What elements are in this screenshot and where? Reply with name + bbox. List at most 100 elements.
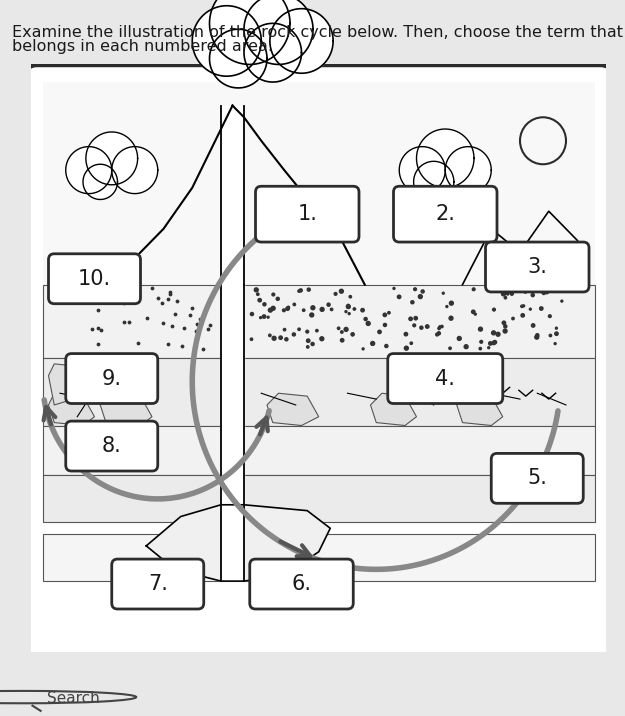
Polygon shape bbox=[416, 129, 474, 188]
Point bbox=[358, 343, 368, 354]
Polygon shape bbox=[244, 24, 301, 82]
Point bbox=[343, 301, 353, 312]
Polygon shape bbox=[112, 147, 158, 193]
Polygon shape bbox=[371, 393, 416, 425]
Point bbox=[437, 321, 447, 332]
Point bbox=[206, 319, 216, 331]
Point bbox=[302, 326, 312, 337]
Point bbox=[526, 304, 536, 315]
FancyBboxPatch shape bbox=[26, 64, 612, 657]
Point bbox=[389, 283, 399, 294]
Point bbox=[198, 343, 208, 354]
Point bbox=[96, 324, 106, 335]
FancyBboxPatch shape bbox=[66, 354, 158, 404]
Point bbox=[163, 294, 173, 305]
Point bbox=[406, 337, 416, 349]
Point bbox=[476, 336, 486, 347]
FancyBboxPatch shape bbox=[394, 186, 497, 242]
Point bbox=[265, 329, 275, 341]
Point bbox=[416, 291, 426, 302]
Point bbox=[255, 294, 265, 306]
Point bbox=[532, 332, 542, 343]
Point bbox=[279, 304, 289, 316]
Point bbox=[167, 321, 177, 332]
Point bbox=[279, 324, 289, 335]
Polygon shape bbox=[445, 147, 491, 193]
Polygon shape bbox=[100, 393, 152, 425]
Point bbox=[445, 342, 455, 354]
Point bbox=[418, 286, 428, 297]
Point bbox=[87, 291, 97, 302]
Point bbox=[158, 317, 168, 329]
Point bbox=[191, 325, 201, 337]
Point bbox=[247, 309, 257, 320]
Point bbox=[86, 285, 96, 296]
Polygon shape bbox=[146, 505, 330, 581]
Point bbox=[307, 309, 317, 321]
Text: 2.: 2. bbox=[435, 204, 455, 224]
Point bbox=[432, 329, 442, 340]
Point bbox=[551, 322, 561, 334]
Point bbox=[334, 323, 344, 334]
Point bbox=[508, 313, 518, 324]
Point bbox=[503, 288, 512, 299]
Point bbox=[401, 342, 411, 354]
Point bbox=[276, 332, 286, 344]
Point bbox=[312, 325, 322, 337]
Point bbox=[172, 295, 182, 306]
Text: 7.: 7. bbox=[148, 574, 168, 594]
Point bbox=[539, 287, 549, 299]
Point bbox=[253, 289, 262, 300]
Text: 5.: 5. bbox=[528, 468, 548, 488]
Point bbox=[411, 312, 421, 324]
Point bbox=[337, 326, 347, 338]
Bar bbox=[42, 82, 595, 358]
Point bbox=[177, 340, 187, 352]
FancyBboxPatch shape bbox=[112, 559, 204, 609]
Polygon shape bbox=[270, 9, 333, 73]
Point bbox=[518, 309, 528, 321]
Point bbox=[148, 282, 158, 294]
Point bbox=[165, 286, 175, 298]
Point bbox=[546, 330, 556, 342]
Point bbox=[557, 296, 567, 307]
Point bbox=[336, 286, 346, 297]
Point bbox=[268, 289, 278, 300]
Point bbox=[442, 301, 452, 312]
Point bbox=[521, 286, 531, 298]
Text: 9.: 9. bbox=[102, 369, 122, 389]
Point bbox=[337, 334, 347, 346]
Bar bbox=[42, 425, 595, 475]
Point bbox=[357, 304, 367, 316]
Point bbox=[92, 322, 103, 334]
Point bbox=[283, 301, 293, 313]
FancyBboxPatch shape bbox=[486, 242, 589, 292]
Point bbox=[504, 286, 514, 297]
Point bbox=[380, 319, 390, 331]
Point bbox=[542, 286, 552, 298]
Point bbox=[119, 316, 129, 328]
Point bbox=[152, 293, 162, 304]
Point bbox=[489, 327, 499, 339]
Point bbox=[406, 313, 416, 324]
Point bbox=[263, 311, 273, 323]
Point bbox=[87, 323, 97, 334]
Point bbox=[500, 325, 510, 337]
Point bbox=[165, 288, 175, 299]
Point bbox=[438, 287, 448, 299]
Point bbox=[203, 324, 213, 335]
Point bbox=[408, 296, 418, 308]
Bar bbox=[42, 475, 595, 523]
Point bbox=[476, 324, 486, 335]
Point bbox=[394, 291, 404, 303]
Point bbox=[327, 304, 337, 315]
Point bbox=[259, 311, 269, 322]
Bar bbox=[42, 358, 595, 425]
Point bbox=[187, 302, 197, 314]
Point bbox=[331, 288, 341, 299]
Point bbox=[501, 321, 511, 332]
Point bbox=[409, 319, 419, 331]
Point bbox=[104, 296, 114, 307]
Point bbox=[401, 329, 411, 340]
Point bbox=[132, 289, 142, 300]
